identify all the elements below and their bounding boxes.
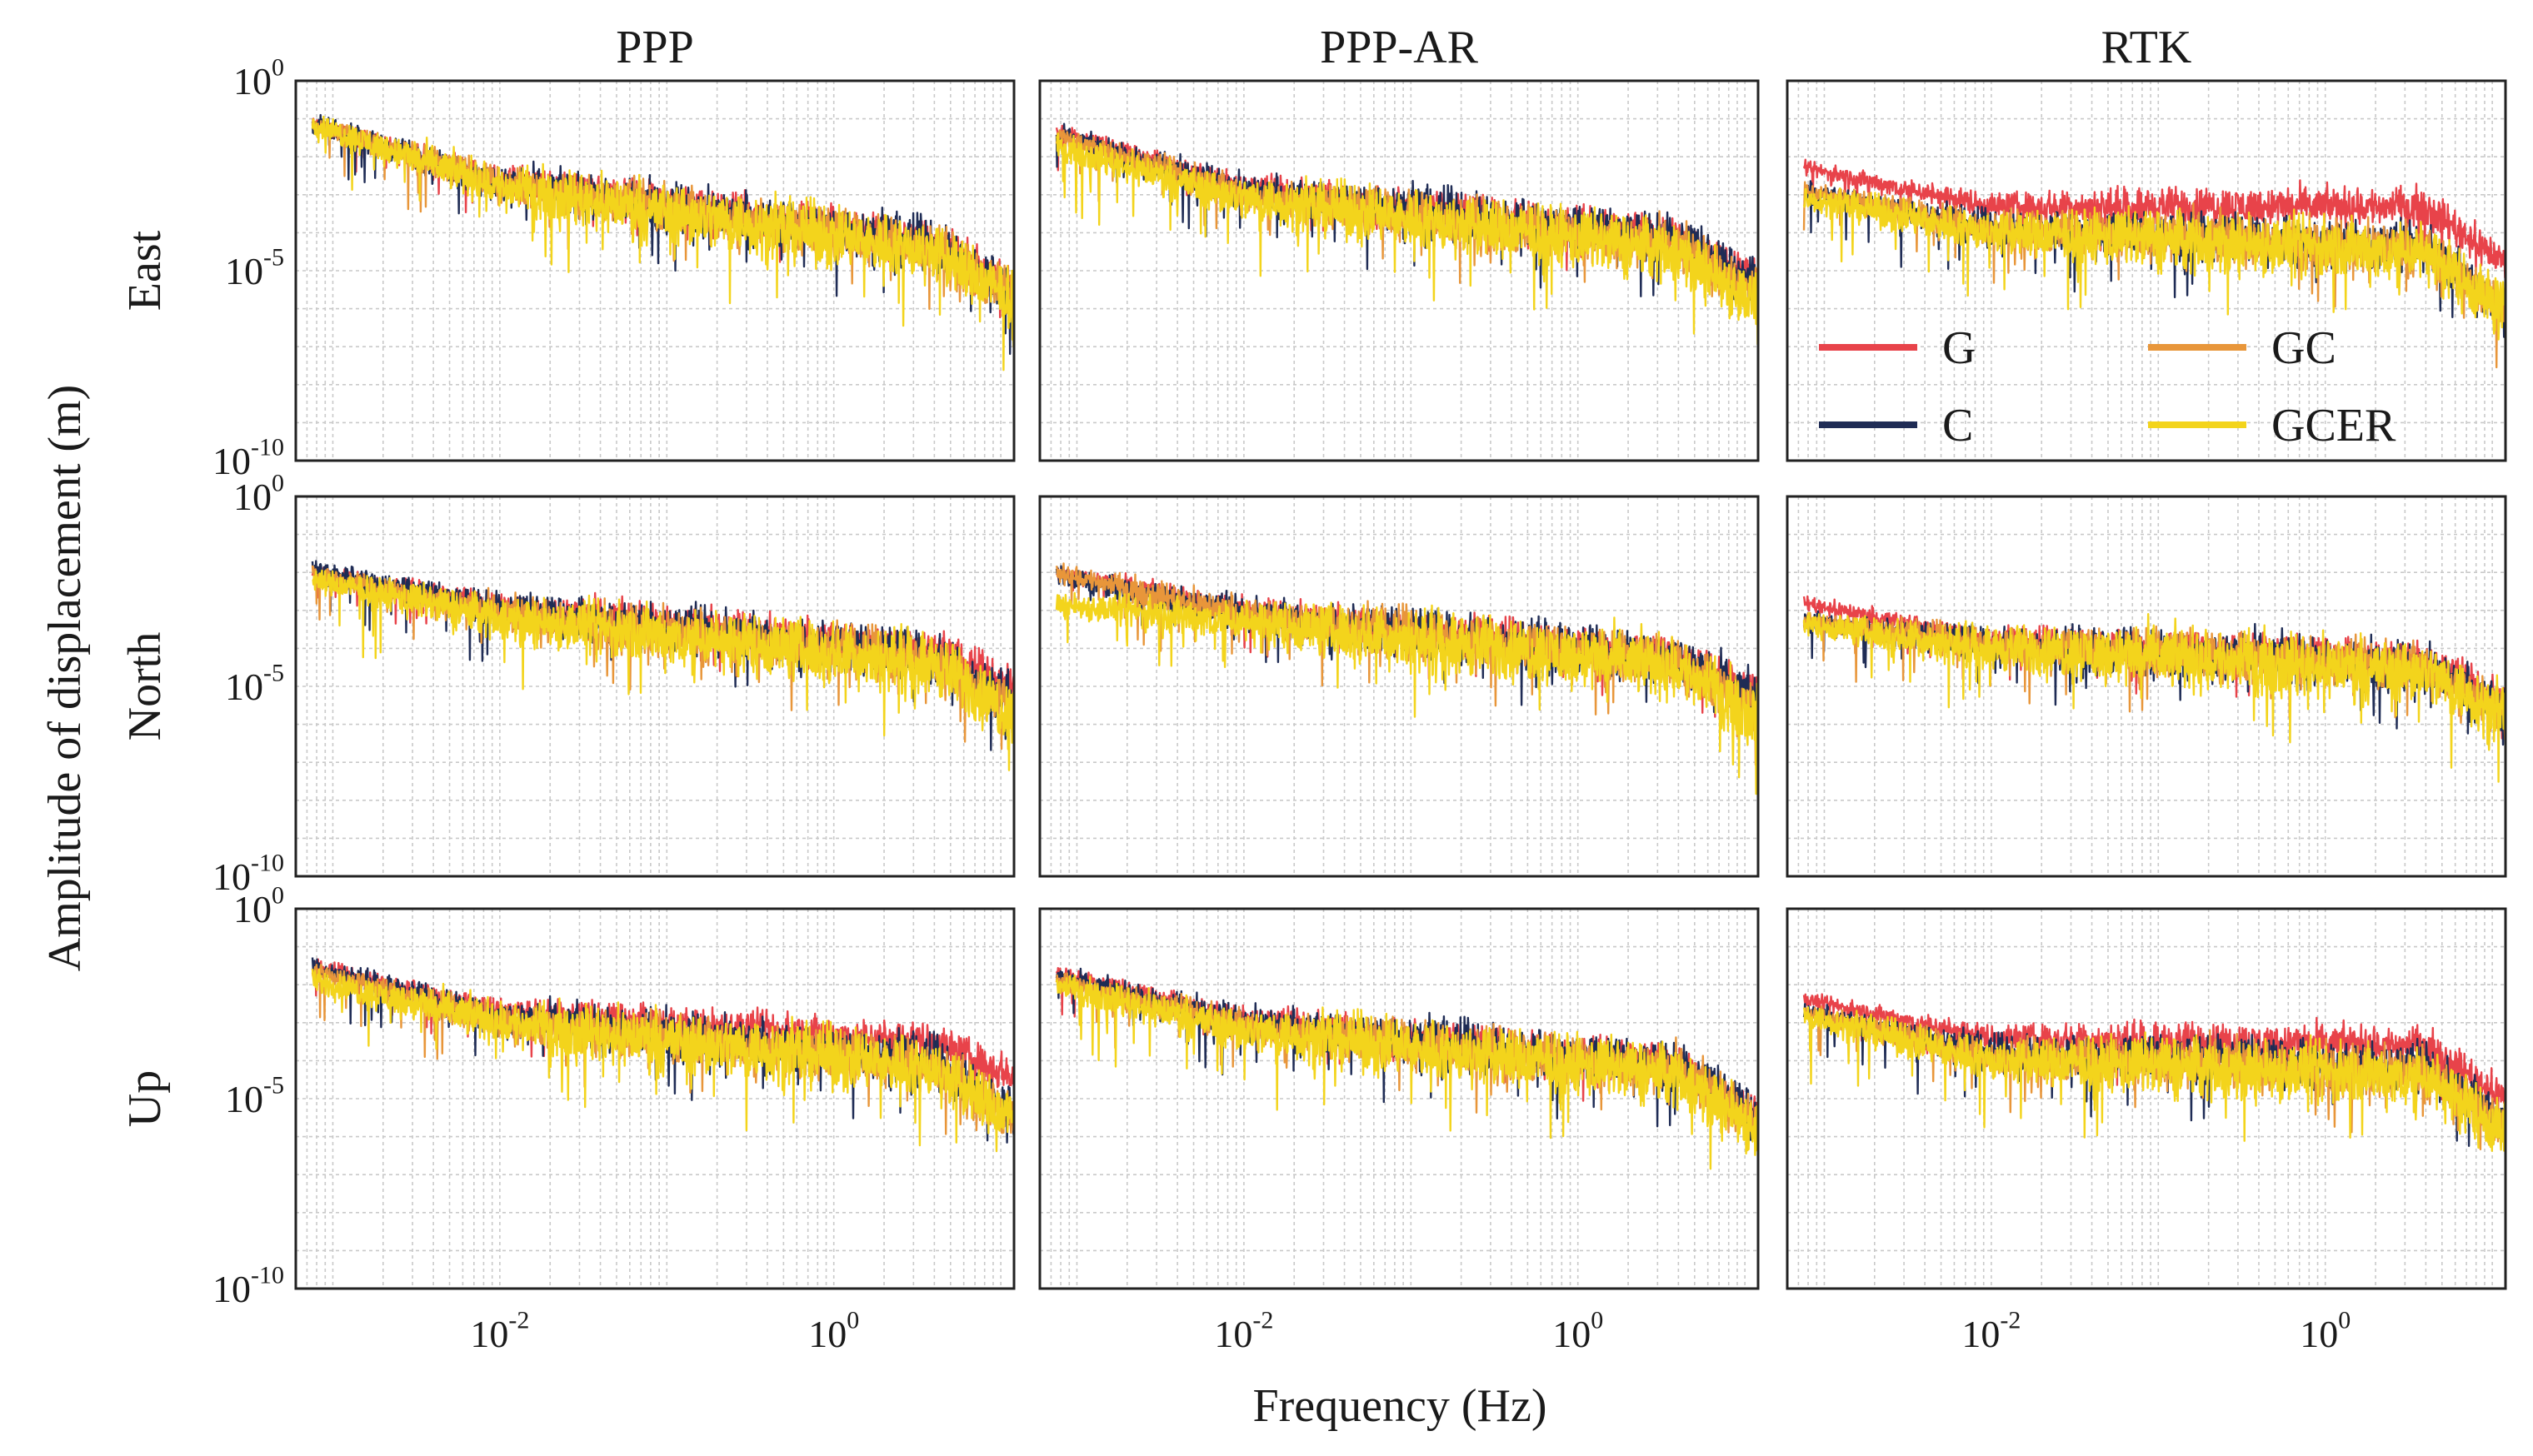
grid <box>295 80 1014 461</box>
grid <box>1786 80 2506 461</box>
panel-north-rtk <box>1786 495 2507 878</box>
panel-east-rtk: RTK <box>1786 22 2507 462</box>
panel-frame <box>294 495 1016 878</box>
panel-frame <box>1786 79 2507 462</box>
y-tick-label: 10-5 <box>225 660 284 709</box>
series-line-gcer <box>311 968 1014 1153</box>
panels-layer: 100 10-5 10-10 PPP East PPP-AR RTK 100 10-5 10-10… <box>119 22 2507 1356</box>
legend-label-c: C <box>1942 400 1973 451</box>
panel-frame <box>1786 495 2507 878</box>
legend-label-gc: GC <box>2271 322 2336 374</box>
panel-frame <box>1038 79 1760 462</box>
y-tick-label: 100 <box>233 882 284 931</box>
series-line-gcer <box>1055 974 1758 1170</box>
legend-item-c: C <box>1819 400 1973 451</box>
x-tick-label: 10-2 <box>470 1307 529 1356</box>
x-tick-label: 10-2 <box>1214 1307 1273 1356</box>
column-title: PPP-AR <box>1320 22 1479 73</box>
y-axis-title: Amplitude of displacement (m) <box>39 385 91 971</box>
curves <box>311 560 1014 771</box>
grid <box>1039 496 1758 877</box>
panel-frame <box>1038 495 1760 878</box>
series-line-gcer <box>312 569 1014 771</box>
y-tick-label: 10-5 <box>225 1072 284 1121</box>
series-line-g <box>1802 158 2506 279</box>
y-tick-label: 10-5 <box>225 244 284 293</box>
panel-up-ppp-ar: 10-2 100 <box>1038 907 1760 1356</box>
curves <box>311 957 1014 1153</box>
series-line-gcer <box>1802 187 2506 341</box>
grid <box>295 908 1014 1289</box>
legend-item-gcer: GCER <box>2148 400 2396 451</box>
series-line-gcer <box>1802 611 2506 783</box>
x-tick-label: 100 <box>808 1307 859 1356</box>
y-tick-label: 10-10 <box>212 850 284 899</box>
panel-up-rtk: 10-2 100 <box>1786 907 2507 1356</box>
y-tick-label: 100 <box>233 54 284 103</box>
legend-label-gcer: GCER <box>2271 400 2396 451</box>
series-line-gcer <box>1055 132 1758 346</box>
column-title: PPP <box>616 22 693 73</box>
curves <box>1802 158 2506 369</box>
legend-item-g: G <box>1819 322 1976 374</box>
panel-frame <box>1038 907 1760 1290</box>
curves <box>1802 993 2506 1152</box>
legend-item-gc: GC <box>2148 322 2336 374</box>
curves <box>1055 562 1758 795</box>
curves <box>311 113 1014 371</box>
row-title: North <box>119 632 171 741</box>
panel-north-ppp-ar <box>1038 495 1760 878</box>
legend: G GC C GCER <box>1819 322 2396 451</box>
row-title: Up <box>119 1070 171 1127</box>
curves <box>1055 122 1758 346</box>
series-line-gcer <box>1802 1006 2506 1152</box>
panel-frame <box>294 79 1016 462</box>
panel-up-ppp: 100 10-5 10-10 10-2 100 Up <box>119 882 1016 1356</box>
curves <box>1055 966 1758 1170</box>
panel-frame <box>1786 907 2507 1290</box>
series-line-gcer <box>311 115 1014 371</box>
legend-label-g: G <box>1942 322 1976 374</box>
x-tick-label: 100 <box>1552 1307 1603 1356</box>
column-title: RTK <box>2101 22 2192 73</box>
panel-east-ppp: 100 10-5 10-10 PPP East <box>119 22 1016 483</box>
series-line-gcer <box>1055 591 1758 795</box>
grid <box>1039 908 1758 1289</box>
x-axis-title: Frequency (Hz) <box>1253 1380 1547 1432</box>
panel-frame <box>294 907 1016 1290</box>
panel-east-ppp-ar: PPP-AR <box>1038 22 1760 462</box>
y-tick-label: 10-10 <box>212 434 284 483</box>
curves <box>1802 595 2506 783</box>
row-title: East <box>119 230 171 311</box>
y-tick-label: 10-10 <box>212 1262 284 1311</box>
y-tick-label: 100 <box>233 470 284 519</box>
x-tick-label: 10-2 <box>1961 1307 2021 1356</box>
panel-north-ppp: 100 10-5 10-10 North <box>119 470 1016 899</box>
x-tick-label: 100 <box>2300 1307 2351 1356</box>
